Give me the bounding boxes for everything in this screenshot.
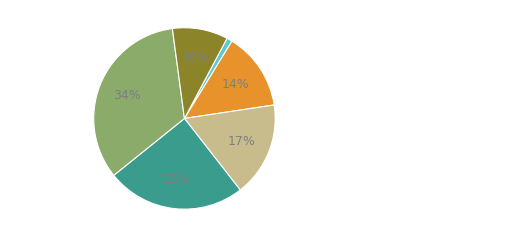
Wedge shape [94,28,184,175]
Wedge shape [172,28,227,118]
Wedge shape [114,118,240,209]
Wedge shape [184,38,232,118]
Wedge shape [184,105,275,190]
Text: 10%: 10% [181,51,209,64]
Text: 34%: 34% [113,89,141,102]
Wedge shape [184,41,274,118]
Text: 17%: 17% [228,135,256,148]
Text: 14%: 14% [222,78,250,91]
Text: 25%: 25% [163,173,191,186]
